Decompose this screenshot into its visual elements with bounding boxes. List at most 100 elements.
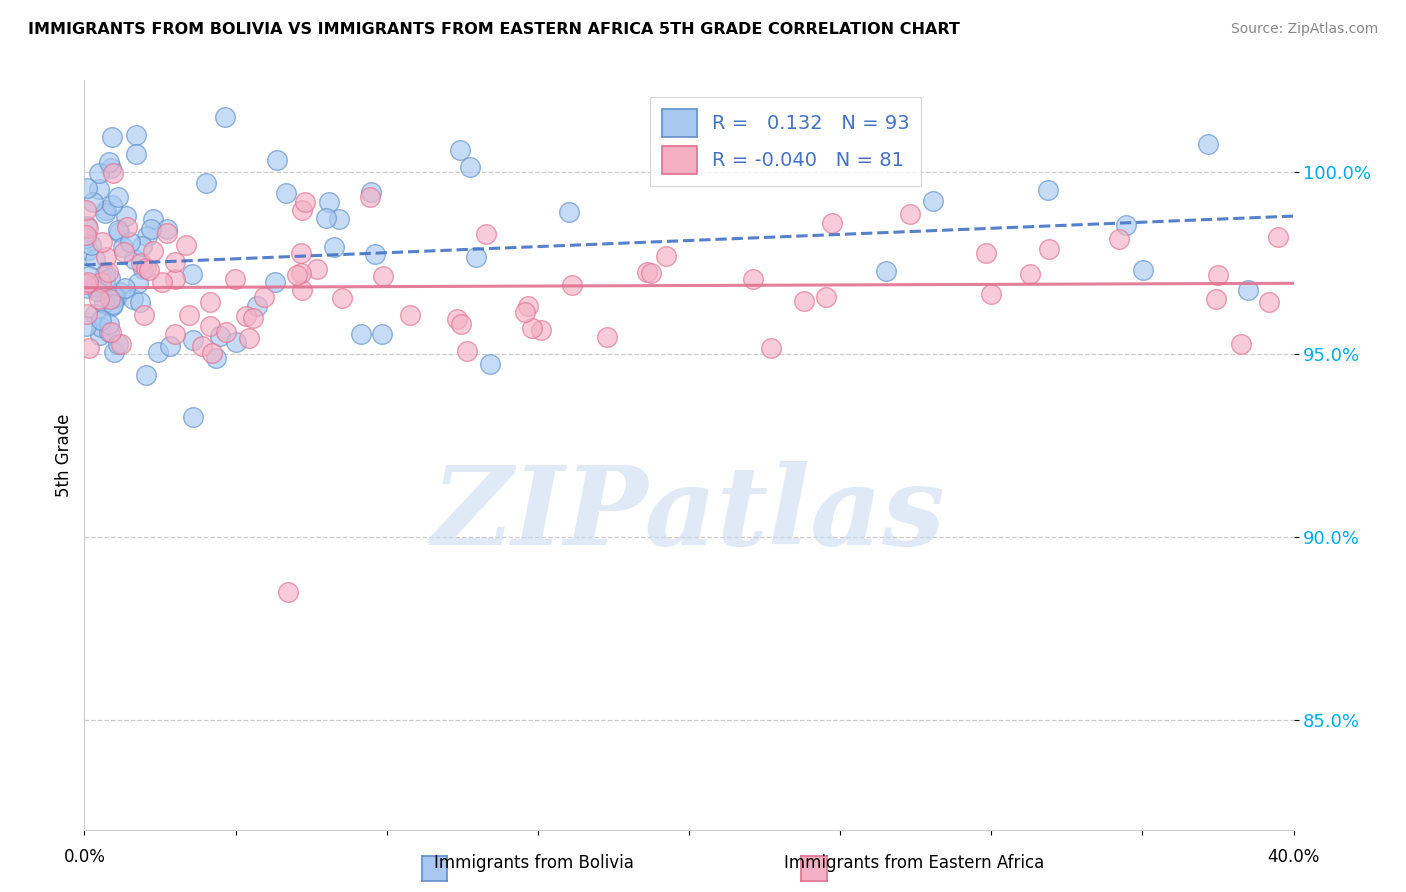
Point — [318, 194, 340, 209]
Point — [159, 338, 181, 352]
Point — [94, 273, 117, 287]
Point — [285, 268, 308, 282]
Point — [77, 275, 100, 289]
Point — [103, 345, 125, 359]
Point — [371, 326, 394, 341]
Point — [135, 368, 157, 382]
Point — [112, 244, 135, 259]
Point — [450, 317, 472, 331]
Text: ZIPatlas: ZIPatlas — [432, 461, 946, 568]
Point — [214, 110, 236, 124]
Point — [1236, 283, 1258, 297]
Point — [89, 293, 111, 307]
Point — [364, 247, 387, 261]
Point — [474, 227, 496, 241]
Point — [117, 220, 139, 235]
Point — [1108, 232, 1130, 246]
Point — [101, 129, 124, 144]
Point — [516, 299, 538, 313]
Point — [742, 272, 765, 286]
Point — [373, 269, 395, 284]
Point — [87, 166, 110, 180]
Point — [108, 225, 131, 239]
Point — [360, 185, 382, 199]
Point — [1036, 183, 1059, 197]
Point — [1197, 137, 1219, 152]
Point — [465, 250, 488, 264]
Point — [198, 294, 221, 309]
Point — [238, 331, 260, 345]
Point — [90, 313, 112, 327]
Point — [235, 309, 257, 323]
Point — [75, 319, 97, 334]
Point — [139, 222, 162, 236]
Point — [1018, 267, 1040, 281]
Point — [82, 194, 104, 209]
Point — [266, 153, 288, 168]
Point — [87, 182, 110, 196]
Point — [110, 336, 132, 351]
Point — [131, 262, 153, 277]
Point — [97, 325, 120, 339]
Point — [150, 275, 173, 289]
Point — [94, 202, 117, 217]
Point — [350, 326, 373, 341]
Point — [104, 291, 127, 305]
Point — [103, 297, 125, 311]
Point — [124, 252, 146, 267]
Point — [100, 325, 122, 339]
Legend: R =   0.132   N = 93, R = -0.040   N = 81: R = 0.132 N = 93, R = -0.040 N = 81 — [650, 97, 921, 186]
Point — [90, 275, 112, 289]
Point — [655, 249, 678, 263]
Point — [104, 290, 127, 304]
Point — [97, 265, 120, 279]
Point — [93, 295, 115, 310]
Point — [114, 281, 136, 295]
Point — [274, 186, 297, 200]
Point — [156, 222, 179, 236]
Point — [277, 585, 299, 599]
Point — [478, 357, 501, 371]
Point — [156, 227, 179, 241]
Point — [242, 311, 264, 326]
Point — [136, 229, 159, 244]
Point — [458, 160, 481, 174]
Point — [980, 287, 1002, 301]
Point — [174, 238, 197, 252]
Point — [201, 345, 224, 359]
Point — [793, 294, 815, 309]
Point — [129, 294, 152, 309]
Point — [1132, 262, 1154, 277]
Point — [94, 250, 117, 264]
Point — [179, 308, 201, 322]
Point — [91, 235, 114, 249]
Point — [898, 206, 921, 220]
Point — [595, 330, 617, 344]
Point — [75, 203, 97, 218]
Point — [84, 252, 107, 266]
Point — [76, 243, 98, 257]
Point — [107, 190, 129, 204]
Point — [180, 267, 202, 281]
Point — [330, 291, 353, 305]
Point — [75, 227, 97, 242]
Point — [127, 276, 149, 290]
Point — [76, 307, 98, 321]
Point — [142, 212, 165, 227]
Point — [1038, 242, 1060, 256]
Point — [107, 337, 129, 351]
Point — [640, 267, 662, 281]
Point — [76, 181, 98, 195]
Point — [110, 285, 132, 300]
Point — [557, 205, 579, 219]
Point — [94, 205, 117, 219]
Point — [513, 304, 536, 318]
Point — [125, 128, 148, 143]
Point — [77, 220, 100, 235]
Point — [75, 277, 97, 291]
Point — [115, 209, 138, 223]
Point — [100, 198, 122, 212]
Point — [1267, 230, 1289, 244]
Point — [101, 289, 124, 303]
Point — [86, 285, 108, 299]
